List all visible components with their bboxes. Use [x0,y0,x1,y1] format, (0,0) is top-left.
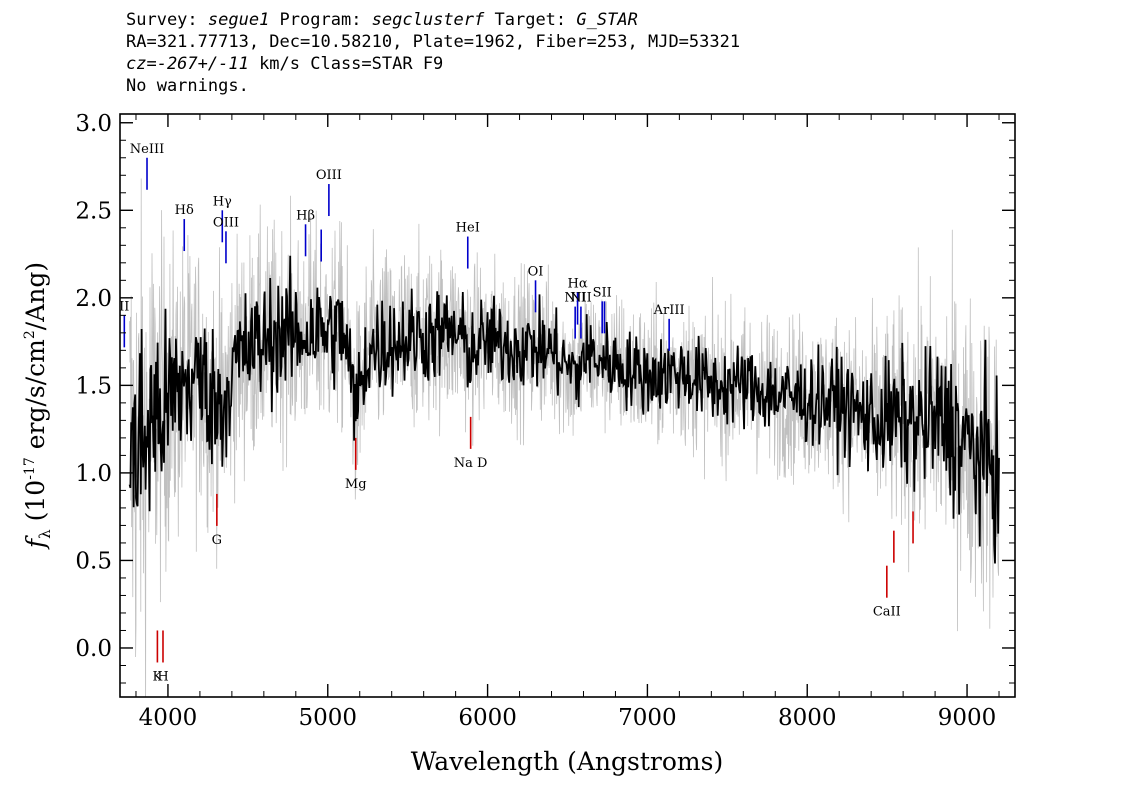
header-line-coordinates: RA=321.77713, Dec=10.58210, Plate=1962, … [126,32,741,52]
y-tick-label: 0.5 [75,548,112,574]
survey-value: segue1 [207,10,270,30]
y-tick-label: 0.0 [75,636,112,662]
target-value: G_STAR [576,10,638,30]
program-value: segclusterf [371,10,485,30]
x-axis-title: Wavelength (Angstroms) [411,747,723,776]
x-tick-label: 6000 [458,705,517,731]
emission-line-label: NII [564,291,586,306]
x-tick-label: 7000 [618,705,677,731]
x-tick-label: 9000 [938,705,997,731]
x-tick-label: 8000 [778,705,837,731]
svg-text:fλ (10-17 erg/s/cm2/Ang): fλ (10-17 erg/s/cm2/Ang) [21,262,54,550]
spectrum-header: Survey: segue1 Program: segclusterf Targ… [126,9,740,97]
header-line-warnings: No warnings. [126,76,249,96]
emission-line-label: SII [593,285,612,300]
flux-series-line [128,255,1000,564]
flux-spectrum [128,255,1000,564]
absorption-line-label: K [153,669,163,684]
header-line-redshift: cz=-267+/-11 km/s Class=STAR F9 [126,53,740,75]
emission-line-label: ArIII [653,303,685,318]
absorption-line-label: Mg [345,477,367,492]
target-label: Target: [484,10,577,30]
y-tick-label: 2.0 [75,286,112,312]
x-tick-label: 5000 [298,705,357,731]
y-tick-label: 3.0 [75,111,112,137]
emission-line-label: Hα [568,277,588,292]
absorption-line-label: Na D [454,456,488,471]
plot-frame [119,113,1016,698]
absorption-line-label: G [212,533,222,548]
emission-line-label: OIII [213,215,239,230]
x-tick-label: 4000 [139,705,198,731]
emission-line-label: Hβ [296,208,315,223]
emission-line-label: OI [528,264,544,279]
y-tick-label: 1.0 [75,461,112,487]
emission-line-label: II [119,299,129,314]
emission-line-label: Hδ [175,203,194,218]
emission-line-label: NII [570,291,592,306]
emission-line-label: Hγ [213,194,232,209]
x-axis-ticks: 4000 5000 6000 7000 8000 9000 [135,114,1000,731]
absorption-line-label: CaII [873,605,901,620]
emission-line-label: OIII [316,168,342,183]
y-axis-title: fλ (10-17 erg/s/cm2/Ang) [21,262,54,550]
header-line-survey: Survey: segue1 Program: segclusterf Targ… [126,9,740,31]
redshift-value: cz=-267+/-11 [126,54,249,74]
class-value: km/s Class=STAR F9 [248,54,444,74]
y-axis-ticks: 0.0 0.5 1.0 1.5 2.0 2.5 3.0 [75,111,1015,684]
survey-label: Survey: [126,10,208,30]
emission-line-label: NeIII [130,142,164,157]
program-label: Program: [269,10,372,30]
emission-line-label: HeI [456,221,480,236]
absorption-line-label: H [157,669,168,684]
y-tick-label: 1.5 [75,373,112,399]
y-tick-label: 2.5 [75,198,112,224]
